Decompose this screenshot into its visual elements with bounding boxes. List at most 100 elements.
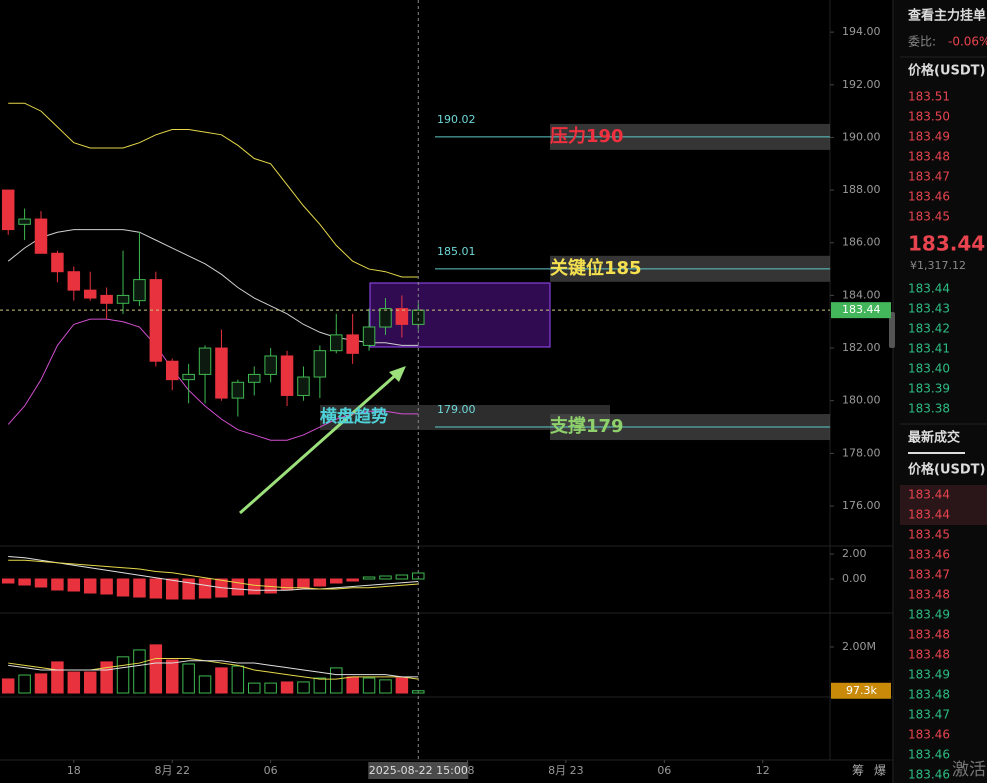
bid-price: 183.38 (908, 402, 950, 416)
candle-body (133, 279, 146, 302)
y-tick-label: 188.00 (842, 183, 881, 196)
trade-price: 183.47 (908, 708, 950, 722)
trade-price: 183.46 (908, 728, 950, 742)
volume-bar (182, 663, 195, 694)
x-tick-label: 12 (756, 764, 770, 777)
trade-price: 183.48 (908, 588, 950, 602)
y-tick-label: 184.00 (842, 288, 881, 301)
macd-bar (330, 578, 343, 584)
ask-price: 183.46 (908, 190, 950, 204)
macd-bar (346, 578, 359, 582)
macd-bar (198, 578, 212, 599)
footer-label[interactable]: 爆 (874, 764, 886, 778)
side-panel (894, 0, 987, 783)
y-tick-label: 178.00 (842, 446, 881, 459)
y-tick-label: 0.00 (842, 572, 867, 585)
candle-body (116, 294, 130, 304)
macd-bar (133, 578, 146, 598)
macd-bar (182, 578, 195, 600)
footer-label[interactable]: 筹 (852, 764, 864, 778)
ask-price: 183.50 (908, 110, 950, 124)
candle-body (215, 347, 228, 399)
volume-bar (133, 649, 146, 694)
macd-bar (297, 578, 310, 589)
candle-body (280, 355, 294, 396)
ask-price: 183.47 (908, 170, 950, 184)
macd-bar (362, 576, 376, 580)
candle-body (83, 289, 97, 299)
trades-title[interactable]: 最新成交 (908, 430, 960, 446)
volume-bar (165, 659, 179, 694)
price-line-label: 179.00 (437, 403, 476, 416)
order-book-header[interactable]: 查看主力挂单 (907, 8, 986, 24)
bid-price: 183.43 (908, 302, 950, 316)
y-tick-label: 194.00 (842, 25, 881, 38)
arrow-head (389, 366, 406, 382)
trade-highlight (900, 505, 987, 525)
level-text: 关键位185 (550, 257, 642, 279)
last-price: 183.44 (908, 232, 985, 256)
y-tick-label: 186.00 (842, 236, 881, 249)
macd-line (8, 559, 419, 590)
trade-price: 183.49 (908, 668, 950, 682)
trade-price: 183.46 (908, 768, 950, 782)
trade-price: 183.46 (908, 548, 950, 562)
volume-bar (18, 674, 31, 694)
price-line-label: 185.01 (437, 245, 476, 258)
volume-bar (362, 677, 376, 694)
macd-bar (165, 578, 179, 600)
price-tag (831, 302, 891, 319)
watermark: 激活 (952, 760, 986, 780)
volume-bar (1, 678, 15, 694)
macd-line (8, 556, 419, 591)
trade-price: 183.48 (908, 688, 950, 702)
volume-ma (8, 660, 419, 678)
trade-price: 183.49 (908, 608, 950, 622)
band-line (7, 318, 419, 441)
bid-price: 183.42 (908, 322, 950, 336)
ratio-value: -0.06% (948, 35, 987, 49)
trade-price: 183.46 (908, 748, 950, 762)
macd-bar (34, 578, 48, 588)
y-tick-label: 176.00 (842, 499, 881, 512)
macd-bar (18, 578, 31, 586)
candle-body (182, 373, 195, 381)
macd-bar (412, 572, 425, 580)
volume-bar (83, 671, 97, 694)
bid-price: 183.40 (908, 362, 950, 376)
plot: 194.00192.00190.00188.00186.00184.00182.… (0, 0, 891, 779)
ask-price: 183.49 (908, 130, 950, 144)
y-tick-label: 190.00 (842, 130, 881, 143)
candle-body (1, 189, 15, 231)
volume-bar (231, 665, 245, 694)
candle-body (379, 308, 392, 328)
candle-body (149, 279, 163, 362)
volume-tag (831, 682, 891, 699)
x-tick-label: 8月 22 (154, 764, 190, 777)
volume-bar (412, 690, 425, 694)
volume-bar (297, 681, 310, 694)
last-price-cny: ¥1,317.12 (910, 259, 966, 272)
candle-body (264, 355, 277, 375)
volume-bar (280, 681, 294, 694)
trend-arrow[interactable] (239, 371, 399, 515)
volume-bar (346, 676, 359, 694)
x-tick-label: 8月 23 (548, 764, 584, 777)
macd-bar (67, 578, 81, 592)
candle-body (165, 360, 179, 381)
volume-bar (215, 667, 228, 694)
macd-bar (313, 578, 327, 587)
volume-bar (198, 675, 212, 694)
macd-bar (51, 578, 64, 591)
panel-handle[interactable] (889, 312, 895, 348)
volume-bar (34, 673, 48, 694)
candle-body (34, 218, 48, 254)
volume-bar (116, 656, 130, 694)
macd-bar (379, 575, 392, 580)
trade-price: 183.48 (908, 628, 950, 642)
ask-price: 183.45 (908, 210, 950, 224)
candle-body (67, 271, 81, 291)
y-tick-label: 2.00M (842, 640, 876, 653)
price-header: 价格(USDT) (908, 63, 985, 79)
